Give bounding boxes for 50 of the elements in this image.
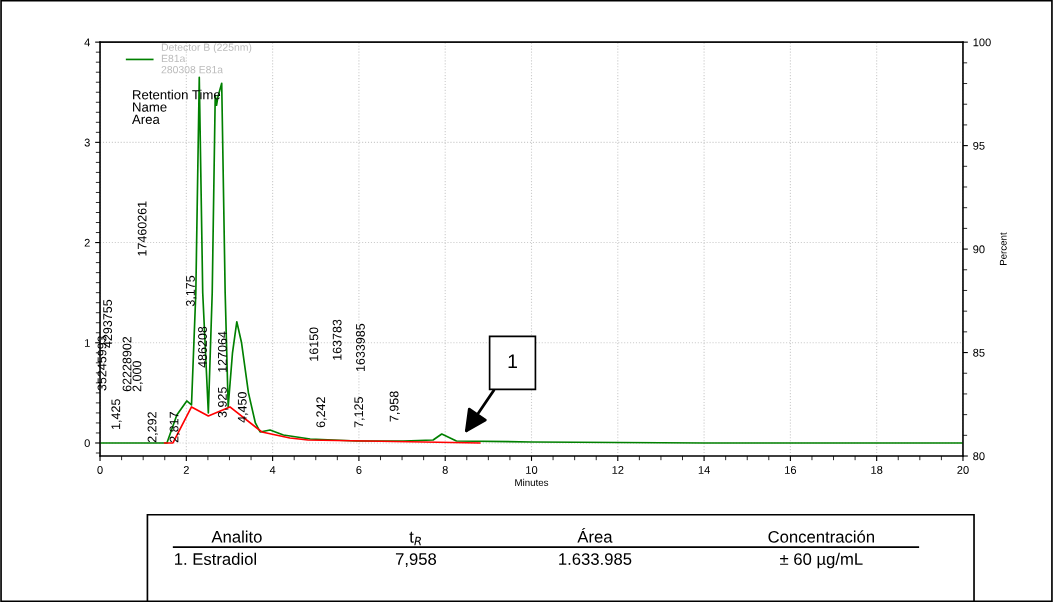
y2-tick-label: 90: [973, 245, 985, 254]
y2-tick-label: 80: [973, 452, 985, 461]
text: 7,958: [395, 553, 437, 567]
text: 1. Estradiol: [175, 552, 256, 565]
annotation: 17460261: [137, 201, 147, 256]
annotation: 3,925: [217, 387, 229, 418]
annotation: 127064: [217, 331, 227, 372]
y2-tick-label: 95: [973, 141, 985, 150]
annotation: 2,292: [147, 412, 158, 443]
annotation: 1633985: [356, 323, 365, 372]
annotation: 1,425: [111, 399, 122, 429]
annotation: 16150: [309, 327, 319, 361]
x-tick-label: 10: [526, 466, 538, 474]
x-tick-label: 8: [442, 466, 448, 474]
x-tick-label: 6: [356, 466, 362, 474]
annotation: 6,242: [316, 397, 327, 428]
x-tick-label: 16: [785, 466, 797, 474]
y-tick-label: 3: [84, 138, 90, 147]
text: 1.633.985: [559, 553, 632, 565]
text: Concentración: [768, 530, 874, 543]
y-tick-label: 4: [84, 38, 90, 47]
x-tick-label: 14: [698, 466, 710, 474]
text: Analito: [211, 530, 262, 543]
text: ± 60 µg/mL: [780, 552, 863, 569]
x-tick-label: 4: [269, 466, 276, 474]
annotation: 2,000: [132, 361, 143, 392]
annotation: 4,450: [237, 392, 249, 423]
annotation: 62228902: [122, 336, 132, 392]
y2-tick-label: 85: [973, 348, 985, 357]
annotation: 1: [508, 354, 517, 368]
y-tick-label: 2: [84, 238, 90, 247]
y-tick-label: 1: [84, 339, 90, 347]
x-tick-label: 0: [97, 466, 103, 474]
annotation: 486208: [198, 326, 207, 368]
text: Área: [577, 528, 613, 543]
legend-label: Detector B (225nm) E81a 280308 E81a: [161, 43, 252, 74]
y-tick-label: 0: [84, 439, 90, 448]
x-axis-title: Minutes: [515, 478, 549, 487]
y2-axis-title: Percent: [999, 232, 1007, 266]
annotation: 163783: [332, 319, 342, 360]
annotation: 7,958: [389, 391, 400, 422]
x-tick-label: 12: [612, 466, 624, 474]
annotation: 2,817: [169, 412, 180, 443]
text: t$_{R}$: [409, 531, 421, 546]
annotation: 3,175: [186, 275, 197, 307]
annotation: 7,125: [354, 397, 365, 428]
x-tick-label: 18: [871, 466, 883, 474]
y2-tick-label: 100: [973, 38, 991, 47]
x-tick-label: 20: [957, 466, 969, 474]
x-tick-label: 2: [183, 466, 189, 474]
